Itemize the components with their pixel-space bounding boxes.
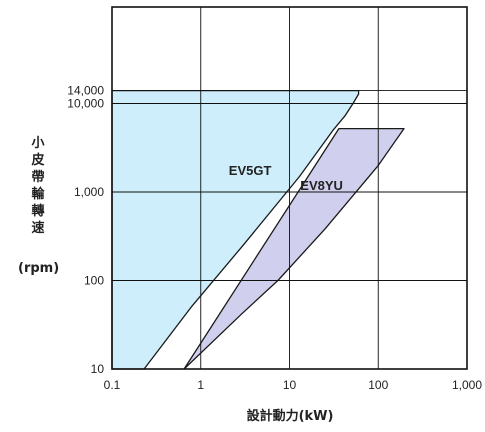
y-axis-label-char: 帶 (31, 169, 44, 185)
y-tick-1-000: 1,000 (74, 185, 104, 199)
x-tick-10: 10 (283, 378, 297, 392)
plot-frame (111, 6, 468, 370)
x-tick-1-000: 1,000 (452, 378, 482, 392)
region-labels: EV5GT EV8YU (229, 163, 343, 193)
x-tick-100: 100 (368, 378, 388, 392)
x-tick-1: 1 (197, 378, 204, 392)
y-tick-10: 10 (91, 362, 105, 376)
chart-grid (112, 7, 467, 369)
y-axis-label-char: 輪 (31, 186, 45, 202)
chart-areas (111, 89, 405, 370)
y-axis-label-char: 皮 (30, 152, 44, 168)
y-axis-unit: (rpm) (18, 261, 59, 276)
region-ev8yu (183, 127, 405, 370)
y-tick-10-000: 10,000 (67, 97, 104, 111)
label-ev5gt: EV5GT (229, 163, 272, 178)
x-tick-0-1: 0.1 (104, 378, 121, 392)
y-axis-label-char: 速 (31, 220, 44, 236)
y-axis-label-char: 小 (31, 136, 44, 151)
y-axis-label-char: 轉 (31, 203, 44, 219)
label-ev8yu: EV8YU (300, 178, 343, 193)
x-tick-labels: 0.1 1 10 100 1,000 (104, 378, 483, 392)
x-axis-label: 設計動力(kW) (247, 408, 334, 424)
y-tick-100: 100 (84, 274, 104, 288)
y-tick-14-000: 14,000 (67, 84, 104, 98)
